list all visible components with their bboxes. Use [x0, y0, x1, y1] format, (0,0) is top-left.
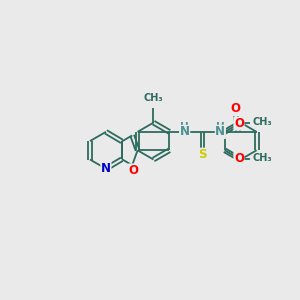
Text: N: N — [215, 125, 225, 138]
Text: N: N — [180, 125, 190, 138]
Text: N: N — [101, 162, 111, 175]
Text: O: O — [231, 103, 241, 116]
Text: CH₃: CH₃ — [252, 153, 272, 163]
Text: H: H — [180, 122, 189, 131]
Text: CH₃: CH₃ — [144, 93, 163, 103]
Text: CH₃: CH₃ — [252, 117, 272, 127]
Text: S: S — [198, 148, 207, 161]
Text: O: O — [234, 117, 244, 130]
Text: O: O — [234, 152, 244, 165]
Text: O: O — [129, 164, 139, 177]
Text: H: H — [216, 122, 225, 131]
